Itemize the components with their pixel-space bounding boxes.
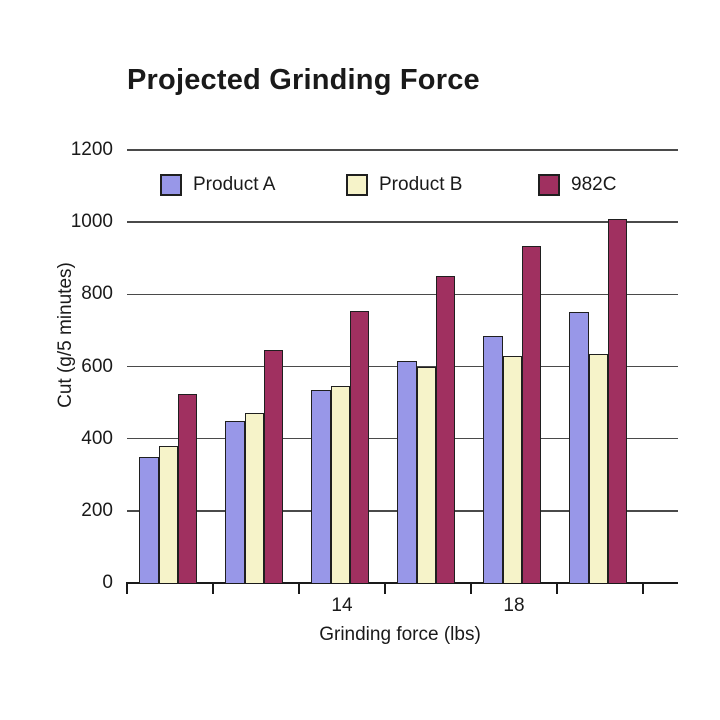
y-tick-label: 800 [81, 283, 113, 305]
bar [158, 445, 178, 583]
bar [177, 393, 198, 583]
bar [607, 218, 628, 583]
y-tick-label: 1200 [70, 139, 113, 160]
y-tick-label: 600 [81, 355, 113, 377]
bar [225, 420, 245, 583]
bar [588, 353, 608, 583]
y-tick-label: 1000 [70, 211, 113, 233]
gridline [127, 149, 678, 151]
x-axis-tick [126, 582, 128, 594]
bar [244, 413, 264, 583]
y-tick-label: 0 [102, 572, 113, 593]
legend-swatch [538, 174, 560, 196]
bar [521, 245, 542, 583]
x-axis-title: Grinding force (lbs) [319, 624, 481, 645]
plot-area: 14 18 Product A Product B 982C [126, 149, 678, 616]
y-tick-label: 200 [81, 499, 113, 521]
bar [435, 276, 456, 583]
x-axis-tick [642, 582, 644, 594]
x-tick-label: 14 [331, 595, 353, 616]
bar [263, 350, 284, 583]
bar [349, 310, 370, 583]
gridline [127, 221, 678, 223]
x-axis-tick [556, 582, 558, 594]
gridline [127, 293, 678, 296]
bar [139, 456, 159, 583]
y-tick-label: 400 [81, 427, 113, 449]
bar [569, 312, 589, 583]
bar [330, 386, 350, 583]
legend-label: 982C [571, 174, 617, 195]
bar [311, 389, 331, 583]
legend-label: Product A [193, 174, 276, 195]
x-axis-tick [212, 582, 214, 594]
x-axis-tick [470, 582, 472, 594]
x-axis-tick [384, 582, 386, 594]
bar [483, 335, 503, 583]
legend-item: Product B [346, 174, 462, 196]
legend-item: 982C [538, 174, 616, 196]
x-tick-label: 18 [503, 595, 525, 616]
legend-label: Product B [379, 174, 463, 195]
bar [397, 361, 417, 583]
legend-swatch [346, 174, 368, 196]
legend-item: Product A [160, 174, 275, 196]
bar [416, 366, 436, 583]
x-axis-line [127, 582, 678, 584]
x-axis-tick [298, 582, 300, 594]
chart-title: Projected Grinding Force [127, 64, 480, 96]
legend-swatch [160, 174, 182, 196]
bar [502, 355, 522, 583]
